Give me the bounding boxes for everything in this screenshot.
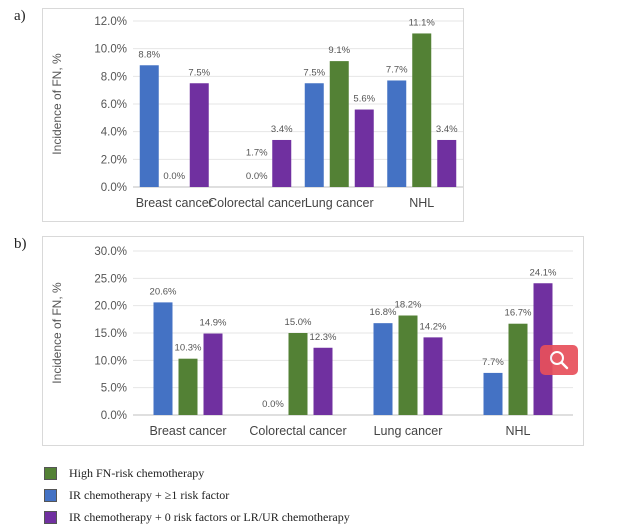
data-label: 15.0% (285, 317, 312, 328)
data-label: 0.0% (163, 171, 185, 182)
y-tick-label: 6.0% (101, 99, 127, 111)
data-label: 3.4% (271, 124, 293, 135)
data-label: 14.2% (420, 321, 447, 332)
x-category-label: Lung cancer (374, 424, 443, 438)
y-tick-label: 10.0% (94, 355, 127, 367)
data-label: 3.4% (436, 124, 458, 135)
bar (423, 337, 443, 415)
data-label: 0.0% (246, 171, 268, 182)
bar (508, 323, 528, 415)
magnifier-icon (550, 351, 569, 370)
data-label: 0.0% (262, 399, 284, 410)
bar (387, 80, 407, 187)
legend-item-ir-zero: IR chemotherapy + 0 risk factors or LR/U… (44, 506, 350, 528)
x-category-label: Colorectal cancer (249, 424, 346, 438)
panel-label-a: a) (14, 8, 26, 24)
bar (304, 83, 324, 187)
y-tick-label: 12.0% (94, 16, 127, 28)
data-label: 12.3% (310, 332, 337, 343)
data-label: 7.7% (386, 64, 408, 75)
data-label: 16.7% (505, 308, 532, 319)
bar (354, 109, 374, 187)
data-label: 7.5% (188, 67, 210, 78)
y-tick-label: 8.0% (101, 71, 127, 83)
x-category-label: NHL (505, 424, 530, 438)
bar (329, 61, 349, 187)
data-label: 18.2% (395, 300, 422, 311)
y-tick-label: 5.0% (101, 383, 127, 395)
bar (483, 372, 503, 415)
y-tick-label: 25.0% (94, 273, 127, 285)
legend-label-ir-plus: IR chemotherapy + ≥1 risk factor (69, 487, 230, 502)
bar (398, 315, 418, 415)
x-category-label: Colorectal cancer (208, 196, 305, 210)
legend: High FN-risk chemotherapy IR chemotherap… (44, 462, 350, 528)
bar (178, 358, 198, 415)
x-category-label: Breast cancer (136, 196, 213, 210)
bar (412, 33, 432, 188)
data-label: 24.1% (530, 267, 557, 278)
data-label: 11.1% (409, 17, 436, 28)
data-label: 8.8% (138, 49, 160, 60)
chart-b-frame: Incidence of FN, % 0.0% 5.0% 10.0% 15.0% 20.0… (42, 236, 584, 446)
data-label: 5.6% (353, 94, 375, 105)
y-tick-label: 30.0% (94, 246, 127, 258)
data-label: 9.1% (328, 45, 350, 56)
chart-b: Incidence of FN, % 0.0% 5.0% 10.0% 15.0% 20.0… (50, 246, 573, 438)
legend-swatch-high-fn (44, 466, 57, 480)
bar (189, 83, 209, 187)
data-label: 1.7% (246, 147, 268, 158)
bar (203, 333, 223, 415)
zoom-button[interactable] (540, 345, 578, 375)
data-label: 7.5% (303, 67, 325, 78)
bar (139, 65, 159, 187)
y-tick-label: 0.0% (101, 410, 127, 422)
y-tick-label: 2.0% (101, 154, 127, 166)
x-category-label: NHL (409, 196, 434, 210)
chart-a: Incidence of FN, % 0.0% 2.0% 4.0% 6.0% 8.0% 10… (50, 16, 463, 210)
panel-label-b: b) (14, 236, 27, 252)
y-tick-label: 4.0% (101, 127, 127, 139)
bar (288, 333, 308, 415)
data-label: 16.8% (370, 307, 397, 318)
y-tick-label: 20.0% (94, 301, 127, 313)
data-label: 14.9% (200, 318, 227, 329)
y-tick-label: 10.0% (94, 44, 127, 56)
x-category-label: Lung cancer (305, 196, 374, 210)
x-category-label: Breast cancer (149, 424, 226, 438)
bar (373, 323, 393, 415)
bar (153, 302, 173, 415)
legend-label-ir-zero: IR chemotherapy + 0 risk factors or LR/U… (69, 509, 350, 524)
data-label: 10.3% (175, 343, 202, 354)
data-label: 20.6% (150, 286, 177, 297)
data-label: 7.7% (482, 357, 504, 368)
bar (437, 139, 457, 187)
y-axis-title: Incidence of FN, % (50, 282, 64, 384)
y-axis-title: Incidence of FN, % (50, 53, 64, 155)
legend-swatch-ir-plus (44, 488, 57, 502)
y-tick-label: 0.0% (101, 182, 127, 194)
legend-item-high-fn: High FN-risk chemotherapy (44, 462, 350, 484)
legend-swatch-ir-zero (44, 510, 57, 524)
bar (272, 139, 292, 187)
y-tick-label: 15.0% (94, 328, 127, 340)
legend-label-high-fn: High FN-risk chemotherapy (69, 465, 205, 480)
chart-a-frame: Incidence of FN, % 0.0% 2.0% 4.0% 6.0% 8.0% 10… (42, 8, 464, 222)
bar (313, 347, 333, 415)
legend-item-ir-plus: IR chemotherapy + ≥1 risk factor (44, 484, 350, 506)
